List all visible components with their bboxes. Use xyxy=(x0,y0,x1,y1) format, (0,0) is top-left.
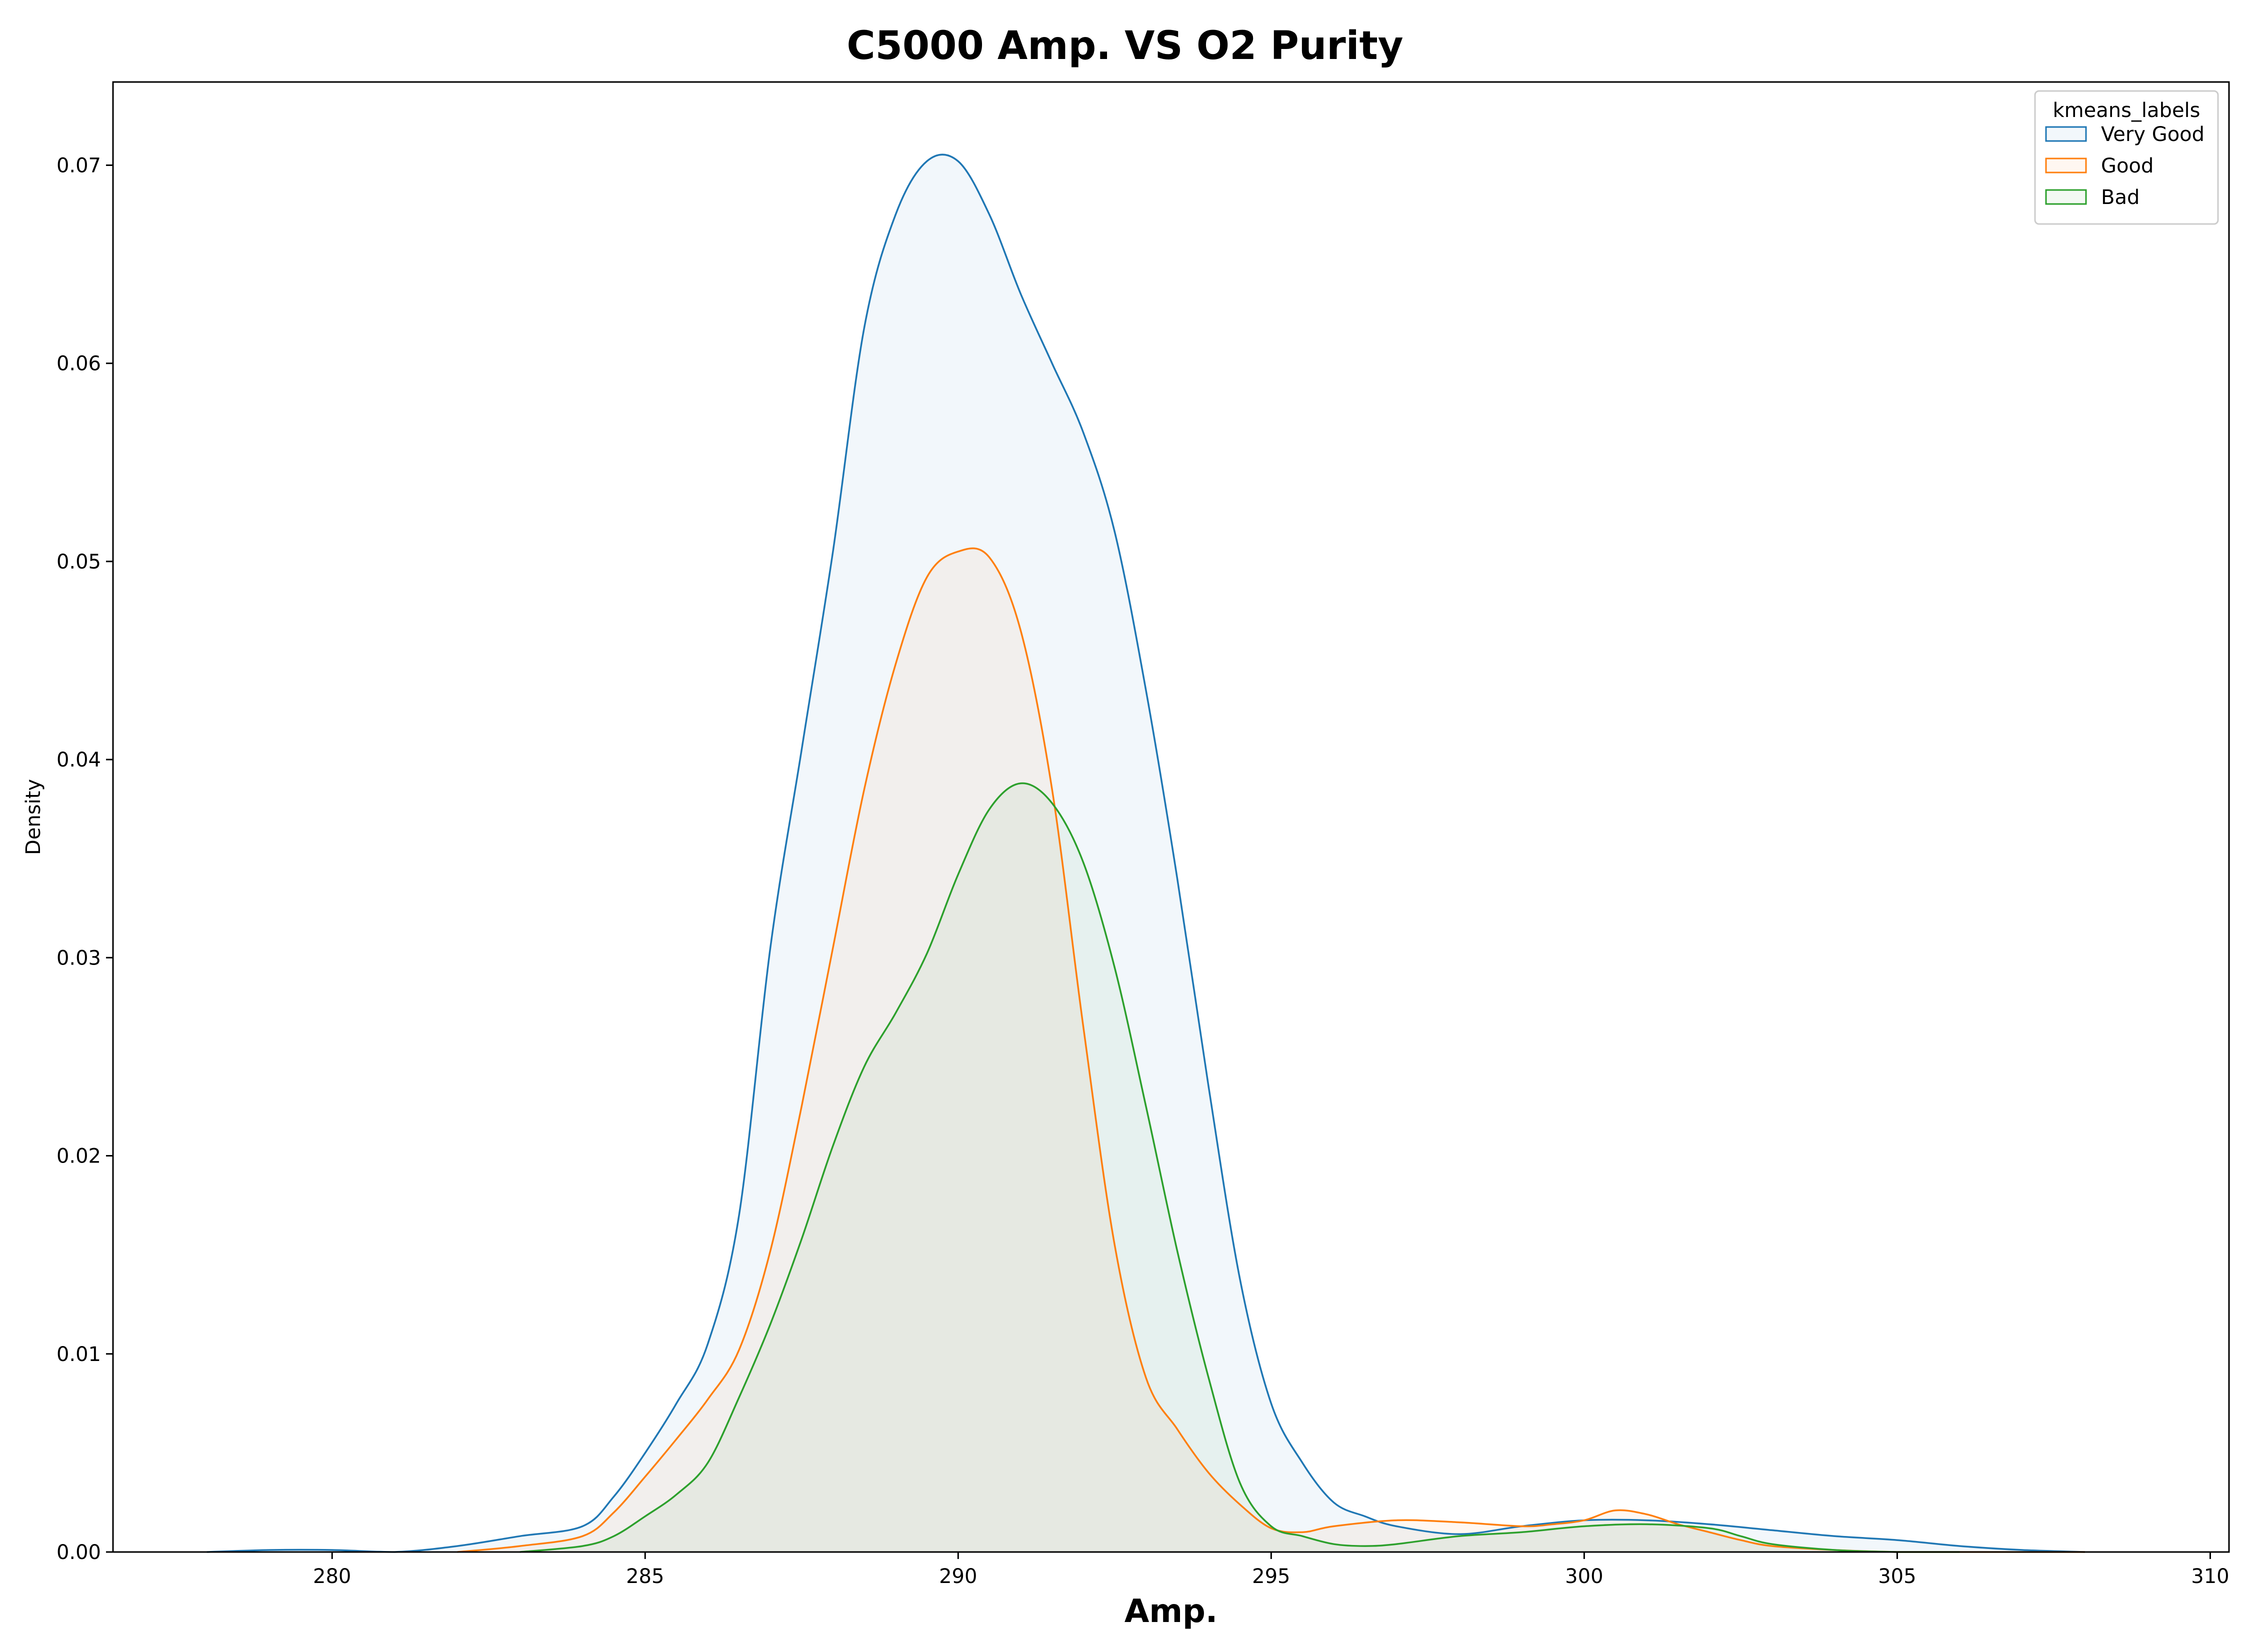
area-good xyxy=(457,548,2085,1552)
legend-items: Very Good Good Bad xyxy=(2045,123,2204,209)
x-axis-label: Amp. xyxy=(1124,1593,1218,1630)
legend-swatch-bad xyxy=(2045,189,2087,205)
y-tick-label: 0.07 xyxy=(56,154,101,177)
x-tick-label: 295 xyxy=(1252,1565,1290,1588)
y-axis: 0.00 0.01 0.02 0.03 0.04 0.05 0.06 0.07 xyxy=(56,154,113,1564)
legend-title: kmeans_labels xyxy=(2052,99,2200,122)
y-tick-label: 0.04 xyxy=(56,748,101,772)
chart-title: C5000 Amp. VS O2 Purity xyxy=(846,24,1403,68)
x-tick-label: 310 xyxy=(2191,1565,2229,1588)
y-tick-label: 0.03 xyxy=(56,946,101,970)
legend-swatch-very-good xyxy=(2045,126,2087,142)
area-very-good xyxy=(206,154,2085,1552)
y-tick-label: 0.01 xyxy=(56,1343,101,1366)
x-tick-label: 305 xyxy=(1878,1565,1916,1588)
x-tick-label: 280 xyxy=(313,1565,351,1588)
legend-label-bad: Bad xyxy=(2101,186,2140,209)
y-axis-label: Density xyxy=(22,779,45,855)
x-tick-label: 290 xyxy=(939,1565,977,1588)
axes-frame xyxy=(112,81,2230,1553)
line-bad xyxy=(520,782,1960,1553)
legend-swatch-good xyxy=(2045,158,2087,174)
x-tick-label: 285 xyxy=(626,1565,664,1588)
x-axis: 280 285 290 295 300 305 310 xyxy=(313,1552,2230,1588)
x-tick-label: 300 xyxy=(1565,1565,1603,1588)
y-tick-label: 0.06 xyxy=(56,352,101,376)
area-bad xyxy=(520,783,1960,1552)
legend-label-good: Good xyxy=(2101,154,2154,178)
y-tick-label: 0.00 xyxy=(56,1541,101,1564)
legend-label-very-good: Very Good xyxy=(2101,123,2204,146)
legend: kmeans_labels Very Good Good Bad xyxy=(2034,90,2219,225)
y-tick-label: 0.02 xyxy=(56,1145,101,1168)
plot-area xyxy=(206,154,2086,1553)
y-tick-label: 0.05 xyxy=(56,550,101,574)
